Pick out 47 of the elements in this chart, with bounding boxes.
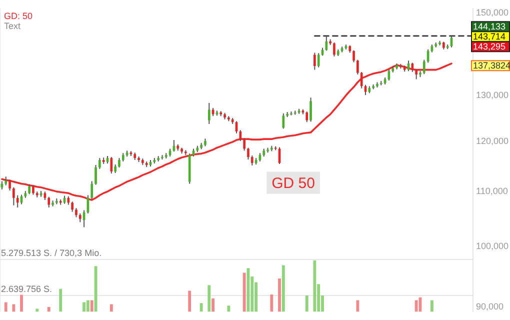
annotation: 143,295 bbox=[473, 42, 506, 52]
candlestick bbox=[333, 42, 336, 57]
y-tick-label: 110,000 bbox=[476, 186, 508, 196]
text: GD 50 bbox=[272, 174, 315, 192]
candlestick bbox=[32, 184, 34, 196]
candlestick bbox=[306, 111, 308, 123]
candlestick bbox=[415, 68, 418, 80]
candlestick bbox=[16, 194, 19, 208]
y-tick-label: 90,000 bbox=[476, 302, 504, 312]
candlestick bbox=[250, 155, 254, 166]
candlestick bbox=[317, 52, 320, 68]
candlestick bbox=[356, 59, 359, 76]
candlestick bbox=[325, 35, 328, 52]
y-tick-label: 120,000 bbox=[476, 136, 509, 146]
candlestick bbox=[110, 156, 113, 174]
annotation: GD: 50 bbox=[4, 10, 33, 21]
annotation: / 730,3 Mio. bbox=[54, 248, 102, 258]
y-tick-label: 100,000 bbox=[476, 240, 509, 251]
y-tick-label: 150,000 bbox=[476, 7, 509, 18]
candlestick bbox=[282, 112, 285, 130]
annotation: 143,714 bbox=[473, 32, 506, 42]
candlestick bbox=[94, 164, 97, 186]
candlestick bbox=[239, 130, 242, 142]
candlestick bbox=[243, 138, 246, 152]
candlestick bbox=[98, 158, 101, 170]
candlestick bbox=[411, 62, 414, 72]
candlestick bbox=[8, 179, 11, 192]
y-tick-label: 130,000 bbox=[476, 90, 509, 100]
candlestick bbox=[28, 184, 30, 195]
annotation: 144,133 bbox=[473, 22, 506, 32]
candlestick bbox=[71, 201, 74, 212]
candlestick bbox=[422, 59, 426, 75]
candlestick bbox=[352, 50, 355, 63]
annotation: Text bbox=[4, 20, 22, 31]
candlestick bbox=[247, 147, 250, 160]
candlestick bbox=[364, 84, 367, 96]
candlestick bbox=[360, 71, 363, 89]
candlestick bbox=[75, 208, 78, 218]
candlestick bbox=[90, 180, 94, 200]
y2-tick-label: 2.639.756 S. bbox=[1, 284, 52, 294]
candlestick bbox=[310, 97, 312, 122]
candlestick bbox=[118, 158, 120, 168]
candlestick bbox=[48, 196, 50, 208]
candlestick bbox=[314, 52, 316, 70]
y2-tick-label: 5.279.513 S. bbox=[1, 248, 52, 258]
candlestick bbox=[208, 102, 210, 124]
candlestick bbox=[12, 186, 15, 206]
